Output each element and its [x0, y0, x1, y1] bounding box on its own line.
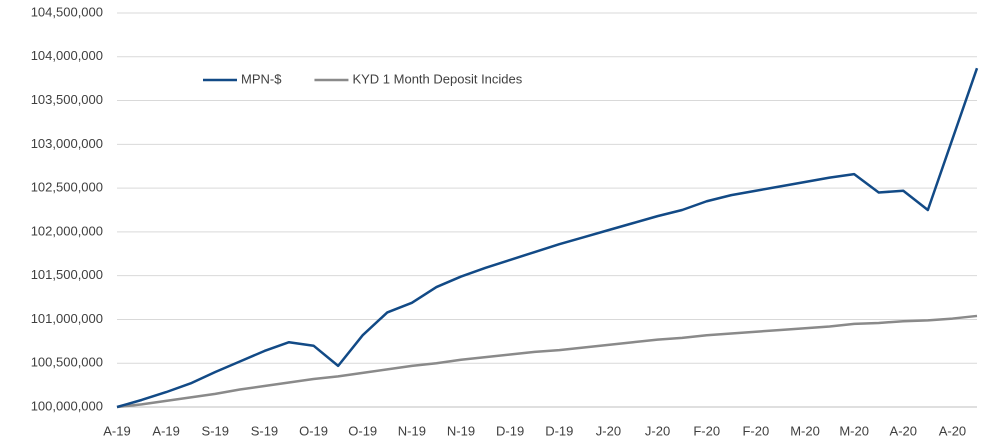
x-tick-label: A-19	[103, 423, 130, 438]
x-tick-label: J-20	[596, 423, 621, 438]
y-tick-label: 102,500,000	[31, 180, 103, 195]
x-tick-label: A-20	[890, 423, 917, 438]
x-tick-label: S-19	[251, 423, 278, 438]
x-tick-label: A-19	[152, 423, 179, 438]
y-tick-label: 100,000,000	[31, 398, 103, 413]
y-tick-label: 100,500,000	[31, 355, 103, 370]
x-tick-label: M-20	[790, 423, 820, 438]
x-tick-label: O-19	[348, 423, 377, 438]
x-tick-label: N-19	[447, 423, 475, 438]
y-tick-label: 102,000,000	[31, 223, 103, 238]
x-tick-label: F-20	[742, 423, 769, 438]
series-line	[116, 67, 979, 409]
y-tick-label: 101,000,000	[31, 311, 103, 326]
y-tick-label: 104,500,000	[31, 4, 103, 19]
legend-label: KYD 1 Month Deposit Incides	[352, 71, 522, 86]
x-tick-label: S-19	[202, 423, 229, 438]
x-tick-label: D-19	[496, 423, 524, 438]
x-tick-label: O-19	[299, 423, 328, 438]
x-tick-label: D-19	[545, 423, 573, 438]
x-tick-label: J-20	[645, 423, 670, 438]
x-tick-label: N-19	[398, 423, 426, 438]
x-tick-label: F-20	[693, 423, 720, 438]
series-line	[116, 314, 978, 409]
y-tick-label: 103,500,000	[31, 92, 103, 107]
x-tick-label: M-20	[839, 423, 869, 438]
y-tick-label: 103,000,000	[31, 136, 103, 151]
x-tick-label: A-20	[939, 423, 966, 438]
legend-label: MPN-$	[241, 71, 282, 86]
y-tick-label: 104,000,000	[31, 48, 103, 63]
y-tick-label: 101,500,000	[31, 267, 103, 282]
